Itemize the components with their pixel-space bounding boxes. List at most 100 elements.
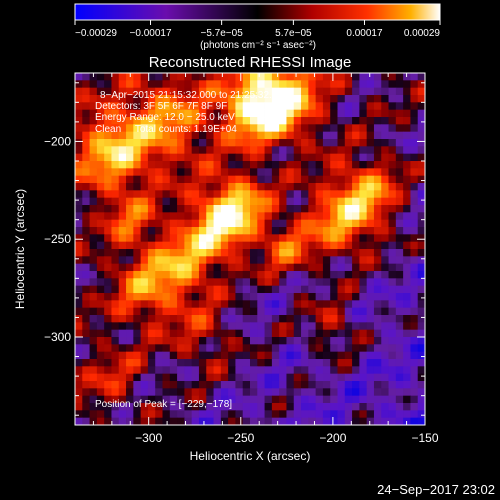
heatmap-cell <box>118 153 127 162</box>
heatmap-cell <box>177 337 185 345</box>
heatmap-cell <box>410 366 419 375</box>
heatmap-cell <box>257 300 265 309</box>
heatmap-cell <box>279 168 287 177</box>
heatmap-cell <box>104 168 112 177</box>
heatmap-cell <box>366 219 375 228</box>
heatmap-cell <box>271 256 280 265</box>
heatmap-cell <box>308 205 317 213</box>
heatmap-cell <box>242 344 251 353</box>
heatmap-cell <box>344 139 353 147</box>
heatmap-cell <box>322 395 331 404</box>
heatmap-cell <box>191 373 200 382</box>
heatmap-cell <box>191 175 200 184</box>
heatmap-cell <box>293 373 302 382</box>
heatmap-cell <box>257 329 265 338</box>
heatmap-cell <box>315 403 324 411</box>
heatmap-cell <box>344 307 353 316</box>
heatmap-cell <box>366 205 375 213</box>
heatmap-cell <box>417 403 425 411</box>
heatmap-cell <box>242 234 251 243</box>
heatmap-cell <box>140 241 149 250</box>
heatmap-cell <box>352 117 360 125</box>
heatmap-cell <box>373 373 382 382</box>
heatmap-cell <box>395 73 404 81</box>
heatmap-cell <box>395 307 404 316</box>
heatmap-cell <box>82 344 90 353</box>
heatmap-cell <box>366 417 375 425</box>
heatmap-cell <box>271 227 280 235</box>
heatmap-cell <box>410 234 419 243</box>
heatmap-cell <box>140 329 149 338</box>
heatmap-cell <box>206 329 214 338</box>
heatmap-cell <box>395 381 404 389</box>
heatmap-cell <box>198 95 207 103</box>
heatmap-cell <box>271 373 280 382</box>
heatmap-cell <box>286 381 295 389</box>
heatmap-cell <box>388 117 397 125</box>
heatmap-cell <box>417 410 425 419</box>
heatmap-cell <box>206 351 214 360</box>
heatmap-cell <box>206 175 214 184</box>
heatmap-cell <box>177 271 185 279</box>
heatmap-cell <box>403 366 411 375</box>
heatmap-cell <box>242 300 251 309</box>
heatmap-cell <box>177 219 185 228</box>
heatmap-cell <box>140 73 149 81</box>
heatmap-cell <box>381 417 389 425</box>
heatmap-cell <box>381 95 389 103</box>
heatmap-cell <box>155 197 163 206</box>
heatmap-cell <box>395 322 404 331</box>
heatmap-cell <box>162 300 171 309</box>
heatmap-cell <box>147 80 156 89</box>
heatmap-cell <box>82 131 90 140</box>
heatmap-cell <box>213 190 222 199</box>
heatmap-cell <box>96 373 105 382</box>
heatmap-cell <box>235 227 244 235</box>
heatmap-cell <box>118 337 127 345</box>
heatmap-cell <box>96 161 105 169</box>
heatmap-cell <box>213 102 222 111</box>
heatmap-cell <box>75 153 83 162</box>
heatmap-cell <box>162 322 171 331</box>
heatmap-cell <box>220 139 229 147</box>
heatmap-cell <box>315 315 324 323</box>
heatmap-cell <box>75 307 83 316</box>
heatmap-cell <box>162 190 171 199</box>
heatmap-cell <box>169 102 178 111</box>
heatmap-cell <box>315 417 324 425</box>
heatmap-cell <box>140 117 149 125</box>
heatmap-cell <box>271 249 280 257</box>
heatmap-cell <box>308 300 317 309</box>
heatmap-cell <box>366 263 375 272</box>
heatmap-cell <box>286 168 295 177</box>
heatmap-cell <box>293 278 302 287</box>
heatmap-cell <box>213 395 222 404</box>
heatmap-cell <box>89 87 98 96</box>
heatmap-cell <box>104 212 112 221</box>
heatmap-cell <box>75 403 83 411</box>
heatmap-cell <box>388 300 397 309</box>
heatmap-cell <box>337 109 346 118</box>
heatmap-cell <box>75 212 83 221</box>
heatmap-cell <box>111 131 120 140</box>
heatmap-cell <box>147 183 156 191</box>
heatmap-cell <box>381 146 389 155</box>
heatmap-cell <box>235 219 244 228</box>
heatmap-cell <box>322 256 331 265</box>
heatmap-cell <box>330 322 338 331</box>
heatmap-cell <box>279 87 287 96</box>
heatmap-cell <box>410 205 419 213</box>
heatmap-cell <box>301 234 309 243</box>
heatmap-cell <box>111 117 120 125</box>
heatmap-cell <box>344 234 353 243</box>
heatmap-cell <box>359 80 368 89</box>
heatmap-cell <box>155 329 163 338</box>
heatmap-cell <box>235 307 244 316</box>
heatmap-cell <box>373 256 382 265</box>
heatmap-cell <box>118 278 127 287</box>
heatmap-cell <box>264 109 273 118</box>
heatmap-cell <box>75 87 83 96</box>
heatmap-cell <box>177 87 185 96</box>
heatmap-cell <box>264 366 273 375</box>
heatmap-cell <box>279 212 287 221</box>
